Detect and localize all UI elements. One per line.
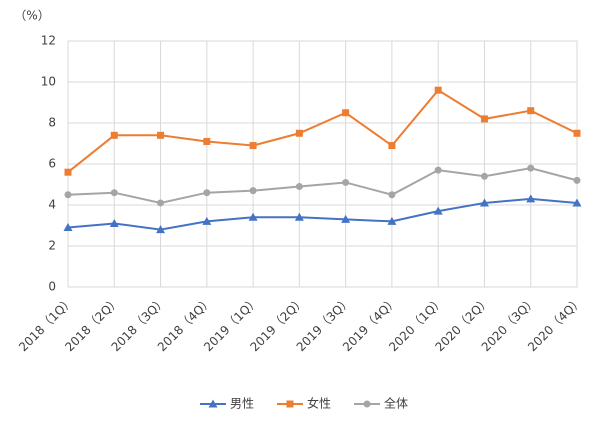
marker <box>203 137 211 145</box>
series-line <box>67 167 578 204</box>
series-line <box>67 88 578 173</box>
marker <box>527 107 535 115</box>
y-tick-label: 0 <box>48 280 56 294</box>
legend-label: 全体 <box>384 396 408 411</box>
legend-item: 女性 <box>277 396 331 411</box>
legend-marker <box>363 400 371 408</box>
marker <box>342 178 350 186</box>
marker <box>295 129 303 137</box>
marker <box>573 176 581 184</box>
marker <box>249 187 257 195</box>
y-tick-label: 2 <box>48 239 56 253</box>
marker <box>63 223 73 232</box>
marker <box>110 131 118 139</box>
marker <box>480 172 488 180</box>
marker <box>388 191 396 199</box>
marker <box>341 214 351 223</box>
marker <box>526 194 536 203</box>
marker <box>157 199 165 207</box>
legend-item: 男性 <box>200 397 254 411</box>
marker <box>110 189 118 197</box>
marker <box>387 216 397 225</box>
marker <box>157 131 165 139</box>
marker <box>479 198 489 207</box>
marker <box>109 218 119 227</box>
y-tick-label: 6 <box>48 157 56 171</box>
series-line <box>67 197 578 231</box>
legend-label: 女性 <box>307 396 331 411</box>
legend-marker <box>286 400 294 408</box>
legend-marker <box>208 399 218 408</box>
marker <box>64 168 72 176</box>
legend-label: 男性 <box>230 397 254 411</box>
marker <box>249 142 257 150</box>
marker <box>295 183 303 191</box>
unit-label: （%） <box>14 9 49 23</box>
marker <box>434 166 442 174</box>
marker <box>248 212 258 221</box>
y-tick-label: 12 <box>41 34 56 48</box>
legend-item: 全体 <box>354 396 408 411</box>
y-tick-label: 4 <box>48 198 56 212</box>
marker <box>64 191 72 199</box>
marker <box>527 164 535 172</box>
marker <box>573 129 581 137</box>
marker <box>480 115 488 123</box>
y-tick-label: 8 <box>48 116 56 130</box>
marker <box>434 86 442 94</box>
marker <box>202 216 212 225</box>
marker <box>572 198 582 207</box>
y-tick-label: 10 <box>41 75 56 89</box>
marker <box>433 206 443 215</box>
marker <box>342 109 350 117</box>
marker <box>294 212 304 221</box>
marker <box>203 189 211 197</box>
marker <box>388 142 396 150</box>
marker <box>156 225 166 234</box>
